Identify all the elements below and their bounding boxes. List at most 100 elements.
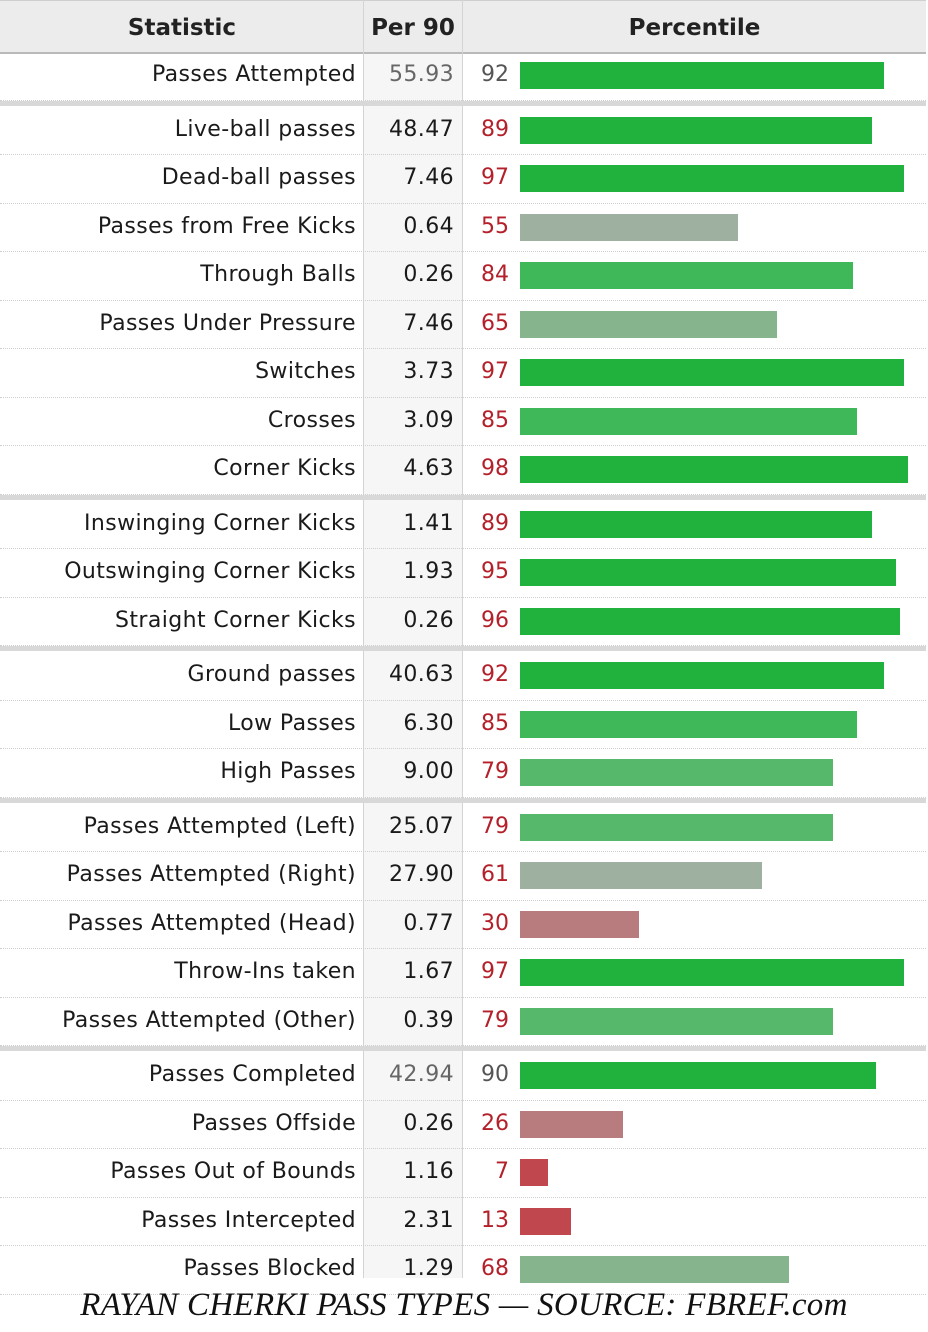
percentile-value: 97 [481,165,509,190]
stat-label: Through Balls [200,262,356,287]
percentile-value: 97 [481,959,509,984]
percentile-value: 7 [495,1159,509,1184]
percentile-value: 97 [481,359,509,384]
per90-value: 27.90 [389,862,454,887]
table-row: Passes Intercepted 2.31 13 [0,1198,926,1247]
per90-value: 1.93 [403,559,454,584]
table-row: Passes Attempted (Left) 25.07 79 [0,804,926,853]
percentile-value: 79 [481,759,509,784]
stat-label: Passes Blocked [184,1256,357,1281]
per90-value: 3.73 [403,359,454,384]
table-header: Statistic Per 90 Percentile [0,0,926,54]
percentile-bar [520,359,904,386]
per90-value: 7.46 [403,165,454,190]
percentile-bar [520,1008,833,1035]
percentile-bar [520,117,872,144]
percentile-bar [520,1062,876,1089]
table-row: Corner Kicks 4.63 98 [0,446,926,495]
percentile-bar [520,662,884,689]
header-percentile: Percentile [463,1,926,52]
percentile-value: 79 [481,1008,509,1033]
group-separator [0,1046,926,1051]
percentile-value: 65 [481,311,509,336]
percentile-bar [520,1256,789,1283]
percentile-value: 92 [481,662,509,687]
per90-value: 0.26 [403,608,454,633]
percentile-value: 96 [481,608,509,633]
percentile-value: 89 [481,511,509,536]
percentile-bar [520,1111,623,1138]
per90-value: 25.07 [389,814,454,839]
percentile-value: 30 [481,911,509,936]
per90-value: 55.93 [389,62,454,87]
table-row: Passes Offside 0.26 26 [0,1101,926,1150]
stat-label: High Passes [220,759,356,784]
percentile-value: 55 [481,214,509,239]
percentile-value: 95 [481,559,509,584]
percentile-table: Statistic Per 90 Percentile Passes Attem… [0,0,928,1280]
table-row: Through Balls 0.26 84 [0,252,926,301]
table-row: High Passes 9.00 79 [0,749,926,798]
percentile-bar [520,408,857,435]
stat-label: Switches [255,359,356,384]
percentile-bar [520,862,762,889]
percentile-value: 26 [481,1111,509,1136]
stat-label: Passes Offside [192,1111,356,1136]
percentile-value: 92 [481,62,509,87]
table-row: Switches 3.73 97 [0,349,926,398]
per90-value: 42.94 [389,1062,454,1087]
stat-label: Dead-ball passes [162,165,356,190]
percentile-value: 13 [481,1208,509,1233]
per90-value: 0.64 [403,214,454,239]
header-statistic: Statistic [0,1,364,52]
per90-value: 0.39 [403,1008,454,1033]
percentile-bar [520,711,857,738]
percentile-value: 90 [481,1062,509,1087]
stat-label: Passes Completed [149,1062,356,1087]
stat-label: Ground passes [188,662,356,687]
percentile-bar [520,511,872,538]
per90-value: 1.29 [403,1256,454,1281]
stat-label: Passes Attempted [152,62,356,87]
per90-value: 48.47 [389,117,454,142]
stat-label: Passes from Free Kicks [98,214,356,239]
per90-value: 1.41 [403,511,454,536]
stat-label: Corner Kicks [213,456,356,481]
group-separator [0,101,926,106]
per90-value: 40.63 [389,662,454,687]
percentile-bar [520,262,853,289]
percentile-value: 98 [481,456,509,481]
per90-value: 4.63 [403,456,454,481]
percentile-bar [520,62,884,89]
per90-value: 0.77 [403,911,454,936]
percentile-bar [520,1159,548,1186]
table-row: Passes Completed 42.94 90 [0,1052,926,1101]
chart-caption: RAYAN CHERKI PASS TYPES — SOURCE: FBREF.… [0,1287,928,1324]
table-row: Ground passes 40.63 92 [0,652,926,701]
stat-label: Straight Corner Kicks [115,608,356,633]
per90-value: 0.26 [403,1111,454,1136]
stat-label: Inswinging Corner Kicks [84,511,356,536]
percentile-value: 89 [481,117,509,142]
table-row: Crosses 3.09 85 [0,398,926,447]
stat-label: Low Passes [228,711,356,736]
table-row: Passes Out of Bounds 1.16 7 [0,1149,926,1198]
percentile-bar [520,311,777,338]
percentile-bar [520,1208,571,1235]
percentile-bar [520,608,900,635]
stat-label: Passes Under Pressure [99,311,356,336]
stat-label: Passes Intercepted [141,1208,356,1233]
table-row: Live-ball passes 48.47 89 [0,107,926,156]
table-row: Dead-ball passes 7.46 97 [0,155,926,204]
percentile-bar [520,759,833,786]
group-separator [0,798,926,803]
table-row: Inswinging Corner Kicks 1.41 89 [0,501,926,550]
table-row: Passes Attempted (Other) 0.39 79 [0,998,926,1047]
per90-value: 1.16 [403,1159,454,1184]
percentile-value: 85 [481,408,509,433]
percentile-value: 85 [481,711,509,736]
stat-label: Live-ball passes [175,117,356,142]
per90-value: 6.30 [403,711,454,736]
table-row: Passes from Free Kicks 0.64 55 [0,204,926,253]
per90-value: 2.31 [403,1208,454,1233]
